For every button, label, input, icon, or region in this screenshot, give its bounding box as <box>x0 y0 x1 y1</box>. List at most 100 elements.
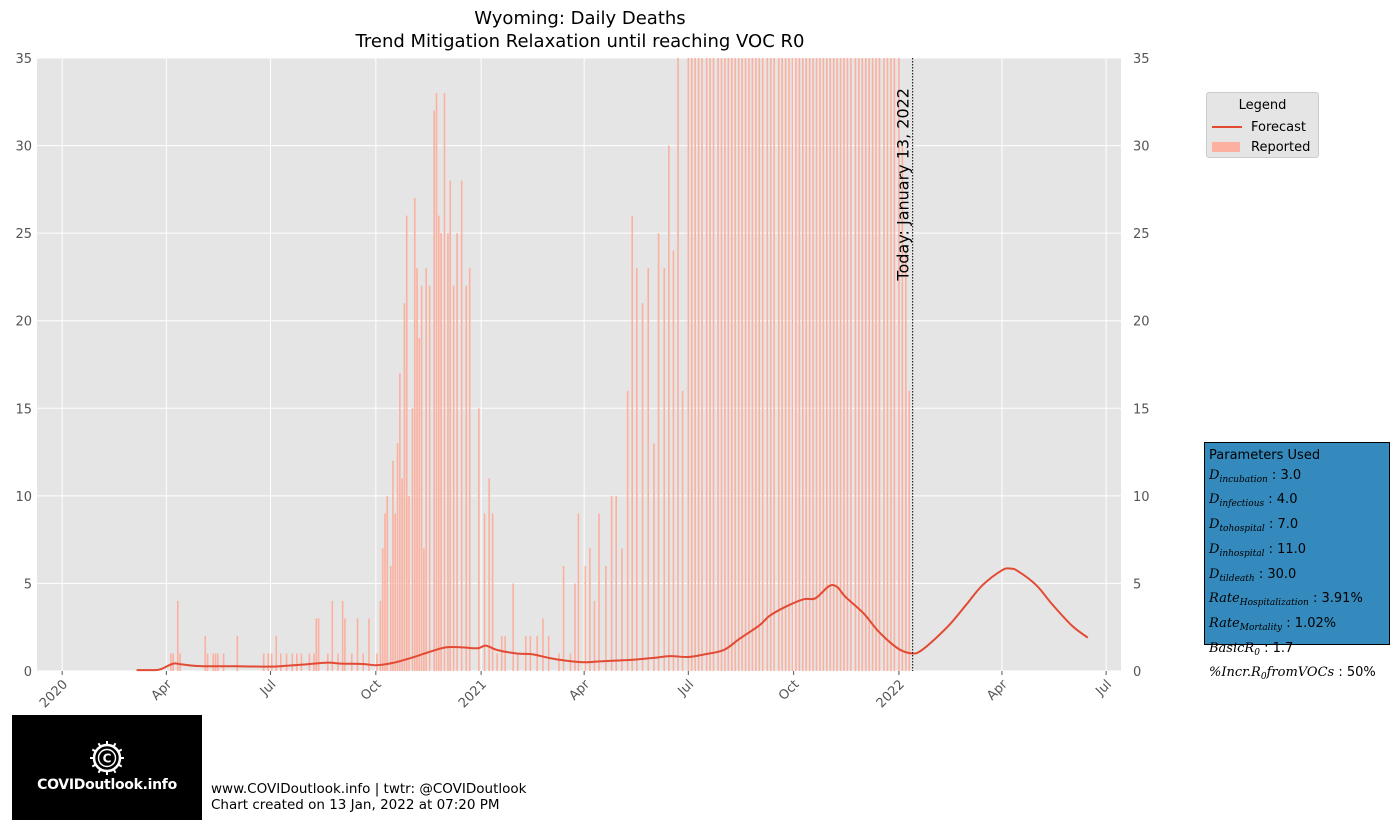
reported-bar <box>547 635 550 671</box>
reported-bar <box>416 268 418 671</box>
parameters-list: Dincubation : 3.0 Dinfectious : 4.0 Dtohos… <box>1209 466 1385 688</box>
reported-bar <box>542 618 544 671</box>
reported-bar <box>394 513 397 671</box>
legend-item-forecast: Forecast <box>1212 119 1306 135</box>
reported-bar <box>741 58 743 671</box>
reported-bar <box>610 495 613 671</box>
parameter-row: RateMortality : 1.02% <box>1209 615 1337 633</box>
reported-bar <box>313 653 315 671</box>
reported-bar <box>285 653 288 671</box>
reported-bar <box>829 58 832 671</box>
reported-bar <box>350 653 353 671</box>
reported-bar <box>784 58 787 671</box>
parameter-row: Dinfectious : 4.0 <box>1209 492 1298 510</box>
reported-bar <box>449 180 452 671</box>
reported-bar <box>437 215 440 671</box>
parameters-box: Parameters Used Dincubation : 3.0 Dinfect… <box>1204 442 1390 682</box>
x-tick-label: Jul <box>1093 677 1115 699</box>
reported-bar <box>871 58 874 671</box>
reported-bar <box>621 548 623 671</box>
reported-bar <box>206 653 209 671</box>
reported-bar <box>712 58 715 671</box>
x-tick-label: Apr <box>984 677 1011 704</box>
reported-bar <box>663 268 666 671</box>
reported-bar <box>478 408 480 671</box>
x-tick-label: 2022 <box>874 677 908 711</box>
reported-bar <box>672 250 675 671</box>
x-tick-label: Oct <box>358 677 385 704</box>
today-label: Today: January 13, 2022 <box>894 88 913 282</box>
reported-bar <box>425 268 427 671</box>
reported-bar <box>420 285 423 671</box>
reported-bar <box>727 58 730 671</box>
reported-bar <box>766 58 769 671</box>
y-tick-label-left: 0 <box>24 665 32 680</box>
reported-bar <box>368 618 370 671</box>
reported-bar <box>500 635 503 671</box>
logo-spike <box>91 748 97 753</box>
reported-bar <box>504 635 506 671</box>
y-tick-label-left: 35 <box>15 52 32 67</box>
reported-bar <box>694 58 696 671</box>
reported-bar <box>405 215 408 671</box>
reported-bar <box>413 198 416 671</box>
legend: Legend Forecast Reported <box>1206 92 1319 158</box>
legend-title: Legend <box>1238 98 1287 113</box>
reported-bar <box>801 58 804 671</box>
reported-bar <box>411 408 414 671</box>
reported-bar <box>362 653 365 671</box>
reported-bar <box>577 513 580 671</box>
reported-bar <box>488 478 490 671</box>
parameters-title: Parameters Used <box>1209 448 1321 463</box>
reported-bar <box>791 58 794 671</box>
logo-spike <box>97 768 102 774</box>
reported-bar <box>605 565 607 671</box>
reported-bar <box>574 583 576 671</box>
reported-bar <box>593 600 596 671</box>
reported-bar <box>337 653 339 671</box>
reported-bar <box>491 513 494 671</box>
reported-bar <box>819 58 821 671</box>
reported-bar <box>262 653 265 671</box>
reported-bar <box>584 565 587 671</box>
chart-title: Wyoming: Daily Deaths <box>474 8 685 29</box>
reported-bar <box>731 58 733 671</box>
reported-bar <box>812 58 814 671</box>
y-axis-right: 0 5 10 15 20 25 30 35 <box>1133 52 1150 680</box>
x-tick-label: Apr <box>149 677 176 704</box>
chart-subtitle: Trend Mitigation Relaxation until reachi… <box>355 31 805 52</box>
reported-bar <box>204 635 207 671</box>
reported-bar <box>516 653 519 671</box>
reported-bar <box>443 93 446 672</box>
reported-bar <box>677 58 679 671</box>
parameter-row: Dtohospital : 7.0 <box>1209 517 1299 535</box>
logo-text: COVIDoutlook.info <box>37 777 177 793</box>
y-tick-label-right: 30 <box>1133 140 1150 155</box>
reported-bar <box>176 600 179 671</box>
reported-bar <box>615 495 618 671</box>
reported-bar <box>636 268 638 671</box>
reported-bar <box>846 58 849 671</box>
reported-bar <box>214 653 217 671</box>
reported-bar <box>826 58 828 671</box>
reported-bar <box>558 653 560 671</box>
reported-bar <box>777 58 780 671</box>
reported-bar <box>222 653 225 671</box>
reported-bar <box>562 565 565 671</box>
logo-spike <box>117 748 123 753</box>
reported-bars <box>170 58 911 672</box>
x-tick-label: 2021 <box>456 677 490 711</box>
forecast-line <box>136 567 1089 672</box>
y-tick-label-left: 30 <box>15 140 32 155</box>
logo-spike <box>112 742 117 748</box>
reported-bar <box>769 58 772 671</box>
reported-bar <box>755 58 757 671</box>
reported-bar <box>781 58 783 671</box>
reported-bar <box>598 513 600 671</box>
reported-bar <box>898 58 900 671</box>
reported-bar <box>668 145 670 672</box>
reported-bar <box>179 653 181 671</box>
reported-bar <box>280 653 282 671</box>
reported-bar <box>647 268 650 671</box>
reported-bar <box>392 460 394 671</box>
